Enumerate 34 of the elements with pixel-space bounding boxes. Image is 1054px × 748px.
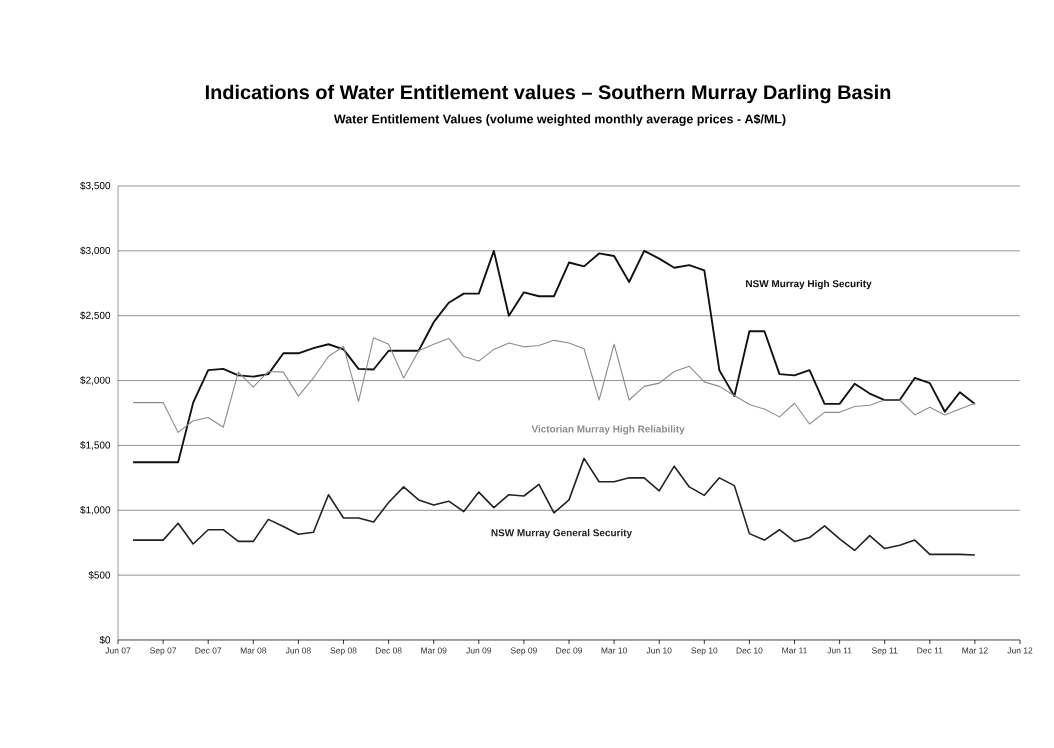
x-tick-label: Jun 08: [285, 647, 311, 654]
x-tick-label: Dec 07: [195, 647, 222, 654]
x-tick-label: Mar 11: [782, 647, 807, 654]
x-tick-label: Sep 07: [150, 647, 177, 656]
x-tick-label: Dec 10: [736, 647, 763, 654]
y-tick-label: $2,000: [80, 376, 111, 385]
y-tick-label: $2,500: [80, 311, 111, 321]
y-tick-label: $1,500: [80, 441, 111, 450]
x-tick-label: Mar 12: [962, 647, 988, 654]
x-tick-label: Mar 09: [421, 647, 447, 654]
y-tick-label: $0: [99, 635, 111, 645]
x-tick-label: Jun 12: [1007, 647, 1033, 654]
text: NSW Murray High Security: [746, 279, 872, 290]
x-tick-label: Sep 10: [691, 647, 718, 656]
chart-subtitle: Water Entitlement Values (volume weighted monthly average prices - A$/ML): [333, 114, 786, 126]
x-tick-label: Jun 07: [105, 647, 131, 654]
y-tick-label: $500: [88, 571, 111, 580]
chart-title: Indications of Water Entitlement values – Southern Murray Darling Basin: [205, 84, 891, 104]
y-tick-label: $1,000: [80, 505, 111, 515]
text: NSW Murray General Security: [491, 528, 633, 539]
x-tick-label: Sep 11: [871, 647, 898, 656]
x-tick-label: Dec 11: [917, 647, 943, 654]
y-tick-label: $3,000: [80, 246, 111, 256]
x-tick-label: Dec 08: [375, 647, 402, 654]
x-tick-label: Sep 09: [510, 647, 537, 656]
x-tick-label: Mar 10: [601, 647, 627, 654]
x-tick-label: Jun 10: [646, 647, 672, 654]
x-tick-label: Mar 08: [240, 647, 267, 654]
y-tick-label: $3,500: [80, 181, 111, 191]
x-tick-label: Jun 11: [827, 647, 852, 654]
x-tick-label: Sep 08: [330, 647, 357, 656]
text: Victorian Murray High Reliability: [531, 425, 685, 435]
x-tick-label: Jun 09: [466, 647, 492, 654]
x-tick-label: Dec 09: [556, 647, 583, 654]
